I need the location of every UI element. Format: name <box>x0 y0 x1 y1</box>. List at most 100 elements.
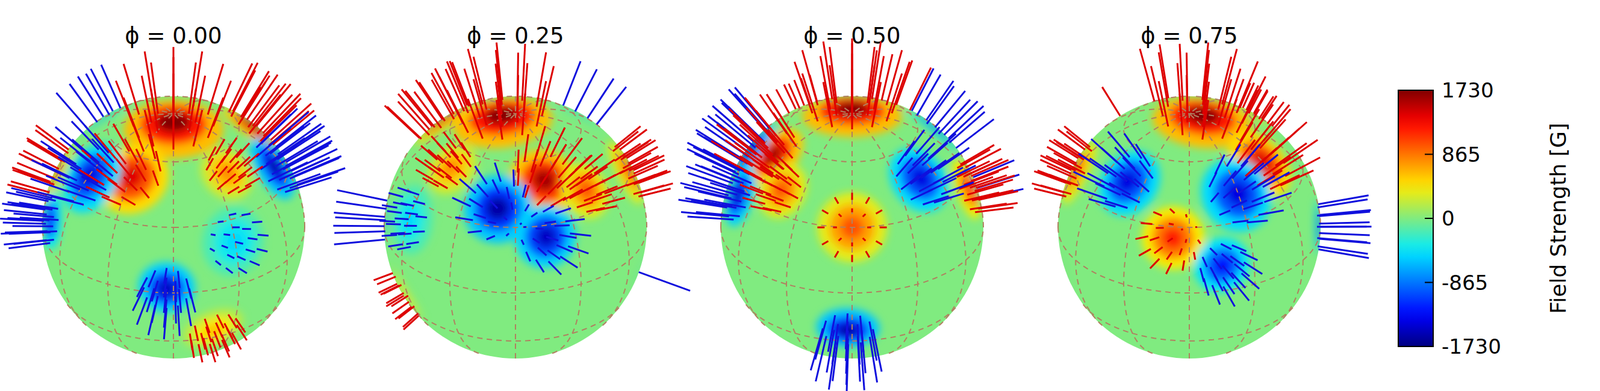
field-arrow <box>386 293 405 304</box>
field-arrow <box>1077 188 1108 199</box>
field-arrow <box>773 113 797 147</box>
colorbar-tick-label: 1730 <box>1441 78 1495 103</box>
field-arrow <box>522 93 526 136</box>
field-arrow <box>964 192 1000 202</box>
field-arrow <box>1213 258 1222 270</box>
field-arrow <box>554 224 570 228</box>
field-arrow <box>1170 208 1175 214</box>
grid-line <box>1058 113 1190 228</box>
field-arrow <box>1212 285 1221 305</box>
field-arrow <box>132 287 144 312</box>
field-arrow <box>1179 93 1183 136</box>
field-arrow <box>1236 90 1258 134</box>
field-arrow <box>19 202 59 209</box>
field-arrow <box>1200 268 1204 283</box>
field-spot <box>1275 128 1315 190</box>
field-arrow <box>687 216 735 220</box>
field-arrow <box>1239 83 1251 108</box>
field-arrow <box>148 134 156 159</box>
field-arrow <box>575 69 597 112</box>
field-arrow <box>964 171 1000 185</box>
field-arrow <box>215 139 225 155</box>
field-arrow <box>1209 172 1217 188</box>
field-arrow <box>189 89 197 132</box>
field-arrow <box>18 231 58 234</box>
graticule <box>42 96 305 359</box>
field-arrow <box>1095 183 1121 196</box>
field-arrow <box>1185 214 1187 218</box>
field-arrow <box>391 296 409 308</box>
field-arrow <box>891 62 910 114</box>
field-arrow <box>381 235 398 237</box>
field-arrow <box>1153 211 1162 216</box>
field-arrow <box>178 271 181 289</box>
field-arrow <box>1154 247 1163 254</box>
grid-line <box>173 152 288 228</box>
field-arrow <box>1139 48 1155 102</box>
field-arrow <box>133 124 144 152</box>
field-arrow <box>247 238 258 240</box>
field-arrow <box>1134 178 1149 193</box>
field-arrow <box>334 213 386 218</box>
field-arrow <box>785 164 800 178</box>
field-arrow <box>767 129 793 159</box>
field-arrow <box>834 251 839 258</box>
field-arrow <box>256 249 268 253</box>
field-arrow <box>696 212 741 217</box>
field-arrow <box>69 84 98 123</box>
field-arrow <box>415 216 427 218</box>
field-arrow <box>1316 211 1367 217</box>
field-arrow <box>438 168 452 179</box>
field-arrow <box>550 127 565 158</box>
sphere <box>384 96 647 359</box>
field-arrow <box>1231 200 1248 208</box>
field-arrow <box>70 167 99 184</box>
field-arrow <box>921 160 947 179</box>
field-arrow <box>1150 258 1160 269</box>
field-arrows <box>678 38 1024 391</box>
field-arrow <box>857 324 860 365</box>
field-arrow <box>750 186 772 196</box>
field-arrow <box>775 174 792 186</box>
field-arrow <box>437 155 451 169</box>
field-arrow <box>224 323 233 340</box>
field-arrow <box>775 202 792 208</box>
field-arrow <box>376 277 396 285</box>
field-arrow <box>209 171 218 181</box>
field-arrow <box>550 197 567 207</box>
field-arrow <box>140 187 150 199</box>
field-arrow <box>517 75 518 123</box>
field-arrow <box>523 226 527 229</box>
field-arrow <box>1140 223 1152 225</box>
field-arrow <box>124 177 138 191</box>
field-arrow <box>1283 139 1318 164</box>
field-arrow <box>144 110 154 147</box>
field-arrow <box>492 180 500 194</box>
field-arrow <box>136 297 147 325</box>
field-arrow <box>1244 163 1264 181</box>
field-arrow <box>1186 75 1188 123</box>
field-arrow <box>1064 126 1090 148</box>
field-arrow <box>1135 236 1149 240</box>
field-arrow <box>101 196 122 206</box>
field-arrow <box>596 186 618 196</box>
colorbar-tick-label: -1730 <box>1441 334 1502 359</box>
field-arrow <box>455 166 467 178</box>
field-arrow <box>1182 260 1185 271</box>
field-arrow <box>944 101 978 135</box>
field-spot <box>514 205 576 269</box>
field-arrow <box>236 143 250 158</box>
field-arrow <box>614 143 641 162</box>
field-arrow <box>602 198 626 205</box>
field-spot <box>224 230 246 254</box>
field-arrow <box>148 270 156 288</box>
field-arrow <box>584 154 603 170</box>
field-arrow <box>1078 154 1109 175</box>
field-arrow <box>565 219 585 222</box>
panel: ϕ = 0.50 <box>678 22 1024 391</box>
field-arrow <box>851 192 854 200</box>
field-arrow <box>1165 263 1172 274</box>
field-arrow <box>1221 254 1233 264</box>
field-arrow <box>563 61 581 106</box>
field-arrow <box>379 221 396 222</box>
